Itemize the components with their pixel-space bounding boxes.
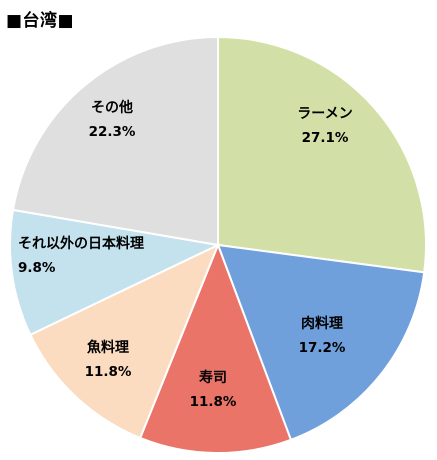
slice-value-ramen: 27.1% — [302, 130, 349, 146]
slice-label-ramen: ラーメン — [297, 106, 352, 122]
slice-value-other: 22.3% — [89, 124, 136, 140]
pie-slice-meat — [216, 243, 426, 442]
chart-title: ■台湾■ — [6, 11, 75, 31]
slice-value-meat: 17.2% — [299, 340, 346, 356]
slice-value-sushi: 11.8% — [190, 394, 237, 410]
slice-label-other: その他 — [91, 99, 133, 116]
pie-slice-other — [11, 35, 219, 247]
slice-label-meat: 肉料理 — [301, 315, 343, 332]
pie-slice-sushi — [138, 242, 293, 454]
slice-label-sushi: 寿司 — [199, 369, 227, 386]
slice-label-fish: 魚料理 — [87, 339, 129, 356]
pie-slice-other-japanese — [9, 208, 222, 337]
slice-label-other-japanese: それ以外の日本料理 — [18, 235, 144, 252]
pie-slice-ramen — [217, 35, 427, 274]
slice-value-other-japanese: 9.8% — [18, 260, 56, 276]
pie-slice-fish — [29, 242, 220, 440]
slice-value-fish: 11.8% — [85, 364, 132, 380]
